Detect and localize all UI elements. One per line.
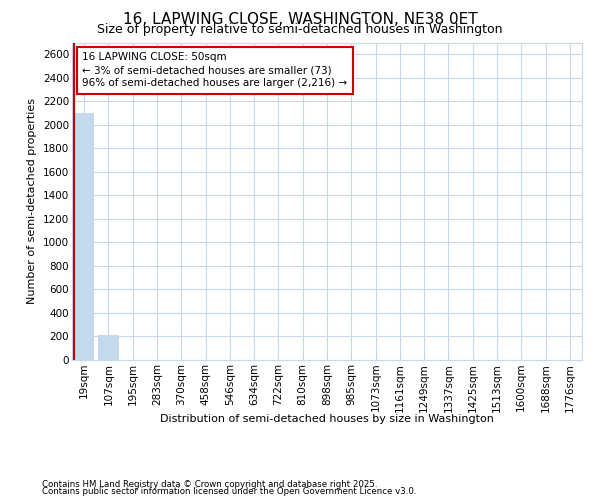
Text: Size of property relative to semi-detached houses in Washington: Size of property relative to semi-detach… xyxy=(97,22,503,36)
Text: 16 LAPWING CLOSE: 50sqm
← 3% of semi-detached houses are smaller (73)
96% of sem: 16 LAPWING CLOSE: 50sqm ← 3% of semi-det… xyxy=(82,52,347,88)
Text: Contains HM Land Registry data © Crown copyright and database right 2025.: Contains HM Land Registry data © Crown c… xyxy=(42,480,377,489)
Bar xyxy=(74,113,94,360)
Text: Contains public sector information licensed under the Open Government Licence v3: Contains public sector information licen… xyxy=(42,487,416,496)
Bar xyxy=(98,336,119,360)
Text: 16, LAPWING CLOSE, WASHINGTON, NE38 0ET: 16, LAPWING CLOSE, WASHINGTON, NE38 0ET xyxy=(122,12,478,28)
Y-axis label: Number of semi-detached properties: Number of semi-detached properties xyxy=(28,98,37,304)
X-axis label: Distribution of semi-detached houses by size in Washington: Distribution of semi-detached houses by … xyxy=(160,414,494,424)
